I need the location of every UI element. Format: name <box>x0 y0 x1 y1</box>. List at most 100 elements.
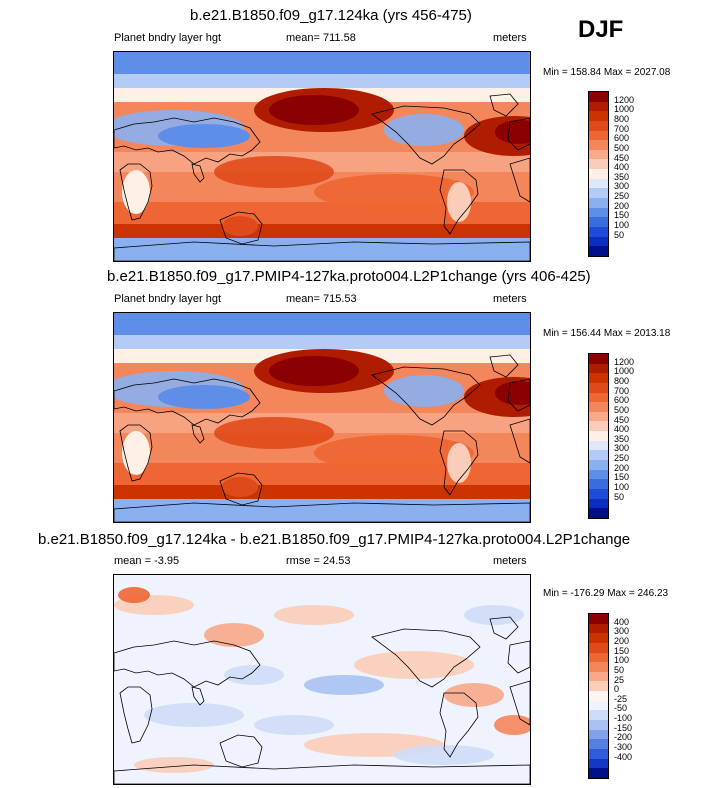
colorbar-tick-label: 100 <box>614 220 630 231</box>
colorbar-band <box>589 198 608 208</box>
panel-3-colorbar <box>588 613 609 779</box>
coastline <box>371 105 481 165</box>
colorbar-band <box>589 92 608 102</box>
panel-1-colorbar <box>588 91 609 257</box>
coastline <box>439 169 479 235</box>
field-band <box>114 313 530 335</box>
colorbar-band <box>589 130 608 141</box>
colorbar-band <box>589 671 608 682</box>
field-contour <box>204 623 264 647</box>
colorbar-band <box>589 178 608 189</box>
colorbar-tick-label: 450 <box>614 152 630 163</box>
colorbar-tick-label: 600 <box>614 133 630 144</box>
coastline <box>439 430 479 496</box>
colorbar-tick-label: 150 <box>614 472 630 483</box>
colorbar-band <box>589 159 608 170</box>
panel-2-title: b.e21.B1850.f09_g17.PMIP4-127ka.proto004… <box>107 268 591 285</box>
coastline <box>114 378 261 426</box>
field-band <box>114 224 530 238</box>
coastline <box>371 628 481 688</box>
colorbar-band <box>589 729 608 740</box>
field-contour <box>118 587 150 603</box>
colorbar-tick-label: -100 <box>614 713 633 724</box>
coastline <box>219 734 263 768</box>
colorbar-band <box>589 101 608 112</box>
colorbar-tick-label: -300 <box>614 742 633 753</box>
colorbar-tick-label: -400 <box>614 751 633 762</box>
colorbar-band <box>589 710 608 721</box>
colorbar-tick-label: 450 <box>614 414 630 425</box>
season-label: DJF <box>578 16 624 43</box>
colorbar-band <box>589 450 608 461</box>
colorbar-tick-label: 0 <box>614 684 620 695</box>
colorbar-tick-label: -200 <box>614 732 633 743</box>
colorbar-tick-label: 500 <box>614 404 630 415</box>
field-contour <box>214 156 334 188</box>
colorbar-band <box>589 226 608 237</box>
colorbar-band <box>589 440 608 451</box>
colorbar-band <box>589 633 608 643</box>
field-contour <box>314 174 474 210</box>
colorbar-band <box>589 662 608 672</box>
panel-1-minmax: Min = 158.84 Max = 2027.08 <box>543 67 671 78</box>
colorbar-band <box>589 169 608 179</box>
colorbar-band <box>589 382 608 393</box>
colorbar-band <box>589 460 608 470</box>
colorbar-tick-label: 50 <box>614 664 625 675</box>
coastline <box>371 366 481 426</box>
colorbar-tick-label: 25 <box>614 674 625 685</box>
field-contour <box>158 385 250 409</box>
coastline <box>489 93 519 117</box>
colorbar-band <box>589 479 608 489</box>
colorbar-band <box>589 373 608 383</box>
field-contour <box>447 182 471 222</box>
field-band <box>114 335 530 349</box>
colorbar-tick-label: 350 <box>614 433 630 444</box>
field-contour <box>464 605 524 625</box>
coastline <box>507 378 530 412</box>
panel-2-units-label: meters <box>493 293 527 305</box>
field-contour <box>144 703 244 727</box>
field-contour <box>384 114 464 146</box>
panel-1-map <box>113 51 531 262</box>
panel-3-map <box>113 574 531 785</box>
coastline <box>489 354 519 378</box>
colorbar-tick-label: 100 <box>614 655 630 666</box>
coastline <box>119 686 153 744</box>
panel-1-mean-label: mean= 711.58 <box>286 32 356 44</box>
colorbar-band <box>589 498 608 509</box>
colorbar-tick-label: 50 <box>614 229 625 240</box>
colorbar-tick-label: 1200 <box>614 94 635 105</box>
panel-2-minmax: Min = 156.44 Max = 2013.18 <box>543 328 671 339</box>
field-band <box>114 52 530 74</box>
colorbar-tick-label: 1200 <box>614 356 635 367</box>
coastline <box>507 117 530 151</box>
colorbar-band <box>589 120 608 131</box>
field-contour <box>495 120 530 144</box>
colorbar-band <box>589 188 608 199</box>
colorbar-tick-label: 250 <box>614 453 630 464</box>
colorbar-tick-label: 700 <box>614 385 630 396</box>
coastline <box>119 163 153 221</box>
colorbar-band <box>589 623 608 634</box>
colorbar-band <box>589 768 608 778</box>
coastline <box>114 117 261 165</box>
colorbar-band <box>589 402 608 412</box>
field-contour <box>224 665 284 685</box>
colorbar-band <box>589 681 608 692</box>
coastline <box>439 692 479 758</box>
panel-2-colorbar <box>588 353 609 519</box>
field-contour <box>354 651 474 679</box>
panel-3-title: b.e21.B1850.f09_g17.124ka - b.e21.B1850.… <box>38 531 631 548</box>
field-band <box>114 499 530 522</box>
coastline <box>119 424 153 482</box>
colorbar-band <box>589 691 608 701</box>
panel-3-rmse-label: rmse = 24.53 <box>286 555 351 567</box>
colorbar-band <box>589 217 608 227</box>
coastline <box>509 680 530 726</box>
colorbar-band <box>589 488 608 499</box>
coastline <box>509 157 530 203</box>
colorbar-tick-label: 400 <box>614 424 630 435</box>
colorbar-band <box>589 363 608 374</box>
field-contour <box>134 757 214 773</box>
